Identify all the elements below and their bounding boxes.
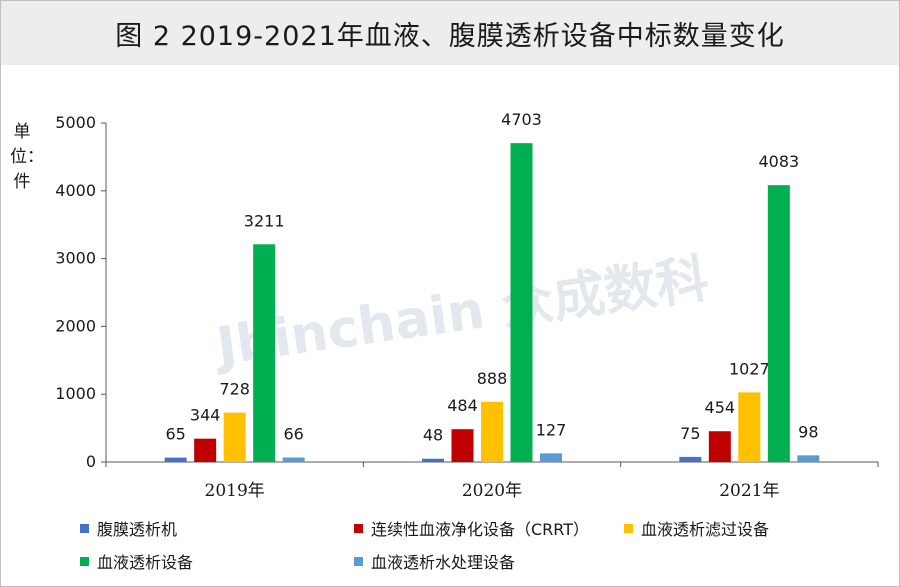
chart-title: 图 2 2019-2021年血液、腹膜透析设备中标数量变化 — [115, 20, 785, 52]
data-label: 344 — [190, 406, 221, 425]
legend-item: 血液透析水处理设备 — [354, 549, 515, 573]
legend-label: 连续性血液净化设备（CRRT） — [371, 520, 590, 539]
y-tick-label: 5000 — [55, 113, 96, 132]
bar — [422, 458, 444, 462]
bar — [253, 244, 276, 462]
data-label: 98 — [798, 422, 818, 441]
legend-item: 血液透析滤过设备 — [624, 516, 769, 540]
legend-swatch — [354, 523, 363, 533]
legend-item: 连续性血液净化设备（CRRT） — [354, 516, 589, 540]
data-label: 454 — [705, 398, 736, 417]
legend-swatch — [354, 556, 363, 566]
bar — [194, 438, 217, 462]
legend-label: 腹膜透析机 — [97, 520, 178, 539]
legend-label: 血液透析滤过设备 — [641, 520, 770, 539]
x-tick-label: 2020年 — [462, 481, 522, 501]
legend-label: 血液透析水处理设备 — [371, 553, 516, 572]
data-label: 3211 — [244, 211, 285, 230]
bar — [738, 392, 761, 462]
bar — [797, 455, 820, 462]
y-tick-label: 1000 — [55, 384, 96, 403]
legend-swatch — [624, 523, 633, 533]
y-tick-label: 3000 — [55, 249, 96, 268]
bar — [510, 143, 533, 462]
data-label: 4083 — [758, 152, 799, 171]
watermark: Jbinchain 众成数科 — [210, 249, 712, 378]
bar — [223, 412, 246, 462]
y-tick-label: 0 — [86, 452, 96, 471]
bar — [451, 429, 474, 462]
data-label: 888 — [477, 369, 508, 388]
y-tick-label: 4000 — [55, 181, 96, 200]
data-label: 1027 — [729, 359, 770, 378]
legend-item: 血液透析设备 — [80, 549, 193, 573]
data-label: 484 — [447, 396, 478, 415]
legend-swatch — [80, 523, 89, 533]
title-bar: 图 2 2019-2021年血液、腹膜透析设备中标数量变化 — [1, 1, 899, 65]
bar — [767, 185, 790, 462]
bar — [708, 431, 731, 462]
bar — [679, 456, 702, 462]
data-label: 66 — [283, 425, 303, 444]
y-tick-label: 2000 — [55, 316, 96, 335]
legend-swatch — [80, 556, 89, 566]
bar — [282, 457, 305, 462]
legend-item: 腹膜透析机 — [80, 516, 177, 540]
bar — [164, 457, 187, 462]
x-tick-label: 2021年 — [719, 481, 779, 501]
x-tick-label: 2019年 — [205, 481, 265, 501]
bar — [540, 453, 562, 462]
data-label: 65 — [165, 425, 185, 444]
legend-label: 血液透析设备 — [97, 553, 194, 572]
data-label: 48 — [423, 426, 443, 445]
data-label: 4703 — [501, 110, 542, 129]
data-label: 75 — [680, 424, 700, 443]
data-label: 728 — [219, 380, 250, 399]
data-label: 127 — [536, 420, 567, 439]
bar — [481, 401, 503, 462]
